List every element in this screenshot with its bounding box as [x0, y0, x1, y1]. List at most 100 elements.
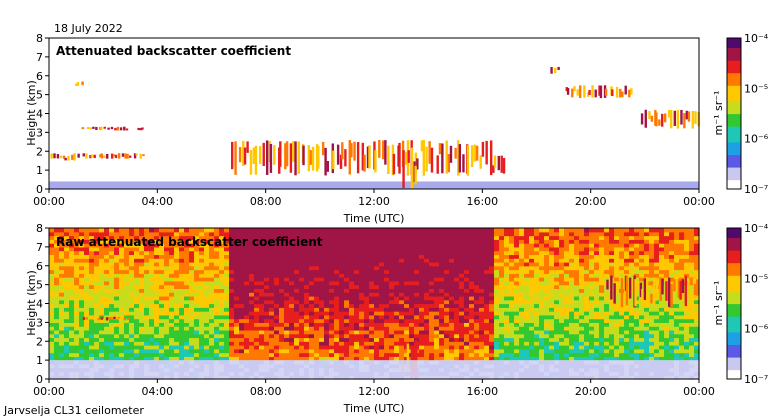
heatmap-cell [104, 322, 110, 327]
heatmap-cell [259, 254, 265, 259]
heatmap-cell [229, 299, 235, 305]
heatmap-cell [139, 307, 145, 312]
heatmap-cell [159, 243, 165, 248]
heatmap-cell [329, 341, 335, 346]
heatmap-cell [234, 329, 240, 335]
heatmap-cell [449, 311, 455, 316]
heatmap-cell [504, 277, 510, 282]
cloud-mark [658, 119, 661, 126]
heatmap-cell [649, 314, 655, 320]
heatmap-cell [689, 348, 695, 354]
heatmap-cell [644, 299, 650, 305]
cloud-mark [81, 81, 84, 86]
heatmap-cell [244, 356, 250, 361]
heatmap-cell [59, 311, 65, 316]
heatmap-cell [114, 341, 120, 346]
heatmap-cell [664, 277, 670, 282]
heatmap-cell [509, 356, 515, 361]
heatmap-cell [364, 299, 370, 305]
heatmap-cell [509, 288, 515, 293]
heatmap-cell [159, 329, 165, 335]
heatmap-cell [114, 345, 120, 350]
heatmap-cell [294, 258, 300, 263]
colorbar-segment [727, 72, 741, 77]
heatmap-cell [604, 288, 610, 293]
heatmap-cell [584, 303, 590, 308]
cloud-mark [265, 140, 269, 175]
heatmap-cell [354, 314, 360, 320]
heatmap-cell [444, 307, 450, 312]
heatmap-cell [494, 292, 500, 297]
heatmap-cell [79, 337, 85, 342]
heatmap-cell [99, 348, 105, 354]
heatmap-cell [589, 307, 595, 312]
heatmap-cell [439, 337, 445, 342]
cloud-mark [142, 154, 145, 157]
heatmap-cell [669, 311, 675, 316]
heatmap-cell [359, 299, 365, 305]
heatmap-cell [74, 299, 80, 305]
heatmap-cell [69, 356, 75, 361]
heatmap-cell [244, 329, 250, 335]
heatmap-cell [624, 329, 630, 335]
heatmap-cell [554, 269, 560, 274]
heatmap-cell [504, 265, 510, 271]
heatmap-cell [684, 265, 690, 271]
heatmap-cell [279, 303, 285, 308]
heatmap-cell [559, 326, 565, 331]
heatmap-cell [419, 258, 425, 263]
x-tick-label: 04:00 [141, 195, 173, 208]
heatmap-cell [664, 356, 670, 361]
heatmap-cell [164, 326, 170, 331]
heatmap-cell [619, 265, 625, 271]
heatmap-cell [89, 265, 95, 271]
heatmap-cell [54, 333, 60, 339]
heatmap-cell [299, 345, 305, 350]
heatmap-cell [399, 273, 405, 278]
heatmap-cell [319, 322, 325, 327]
heatmap-cell [359, 322, 365, 327]
heatmap-cell [399, 322, 405, 327]
heatmap-cell [279, 326, 285, 331]
heatmap-cell [609, 329, 615, 335]
heatmap-cell [249, 254, 255, 259]
heatmap-cell [354, 322, 360, 327]
heatmap-cell [369, 345, 375, 350]
heatmap-cell [289, 246, 295, 252]
heatmap-cell [524, 243, 530, 248]
heatmap-cell [589, 348, 595, 354]
heatmap-cell [299, 307, 305, 312]
heatmap-cell [394, 295, 400, 301]
heatmap-cell [149, 307, 155, 312]
heatmap-cell [459, 314, 465, 320]
heatmap-cell [204, 345, 210, 350]
heatmap-cell [369, 326, 375, 331]
heatmap-cell [544, 318, 550, 323]
colorbar-segment [727, 116, 741, 121]
heatmap-cell [464, 269, 470, 274]
heatmap-cell [494, 273, 500, 278]
heatmap-cell [144, 326, 150, 331]
heatmap-cell [254, 258, 260, 263]
colorbar-segment [727, 44, 741, 49]
heatmap-cell [454, 348, 460, 354]
heatmap-cell [484, 269, 490, 274]
heatmap-cell [104, 261, 110, 267]
heatmap-cell [119, 250, 125, 256]
heatmap-cell [249, 269, 255, 274]
heatmap-cell [129, 345, 135, 350]
heatmap-cell [274, 352, 280, 357]
heatmap-cell [519, 280, 525, 286]
heatmap-cell [219, 326, 225, 331]
heatmap-cell [59, 246, 65, 252]
heatmap-cell [114, 322, 120, 327]
heatmap-cell [219, 284, 225, 289]
heatmap-cell [449, 299, 455, 305]
heatmap-cell [134, 345, 140, 350]
heatmap-cell [174, 277, 180, 282]
heatmap-cell [694, 273, 700, 278]
heatmap-cell [134, 261, 140, 267]
heatmap-cell [434, 333, 440, 339]
heatmap-cell [514, 333, 520, 339]
heatmap-cell [484, 311, 490, 316]
